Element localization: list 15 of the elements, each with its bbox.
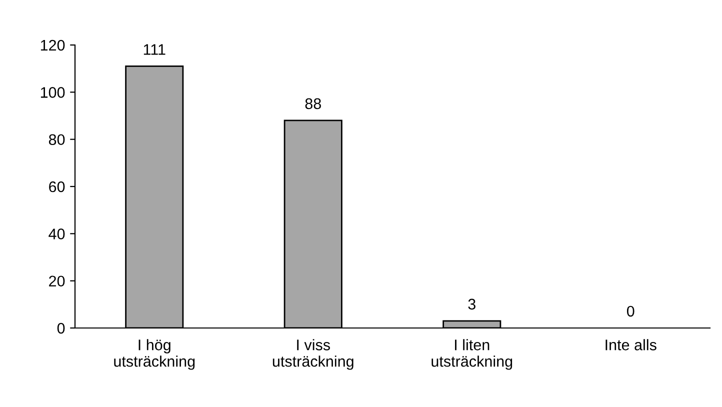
- data-label: 111: [144, 44, 166, 55]
- y-tick-label: 60: [49, 181, 65, 192]
- y-tick-label: 40: [48, 228, 65, 240]
- y-tick-label: 0: [57, 322, 65, 334]
- y-tick-label: 80: [48, 134, 65, 146]
- y-tick-label: 120: [40, 40, 65, 51]
- x-tick-label: Inte alls: [606, 339, 656, 350]
- x-tick-label: I liten utsträckning: [432, 339, 512, 370]
- y-tick-label: 100: [40, 87, 65, 98]
- data-label: 0: [626, 306, 634, 317]
- x-tick-label: I hög utsträckning: [114, 339, 195, 370]
- data-label: 88: [305, 98, 321, 110]
- x-tick-label: I viss utsträckning: [272, 339, 354, 370]
- data-label: 3: [468, 298, 476, 310]
- y-tick-label: 20: [49, 276, 65, 287]
